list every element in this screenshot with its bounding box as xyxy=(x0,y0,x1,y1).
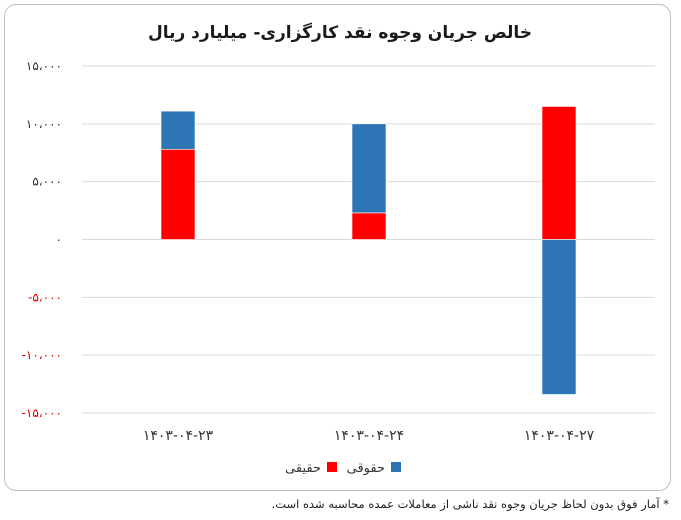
y-tick-label: -۱۵،۰۰۰ xyxy=(22,406,62,420)
bar-segment xyxy=(160,110,196,150)
y-tick-label: ۰ xyxy=(56,233,62,247)
legend-swatch xyxy=(327,462,337,472)
bar-segment xyxy=(541,239,577,395)
chart-title: خالص جریان وجوه نقد کارگزاری- میلیارد ری… xyxy=(148,22,532,43)
bar-segment xyxy=(351,212,387,240)
footnote: * آمار فوق بدون لحاظ جریان وجوه نقد ناشی… xyxy=(271,497,669,511)
y-tick-label: ۱۵،۰۰۰ xyxy=(26,59,62,73)
y-tick-label: -۵،۰۰۰ xyxy=(28,290,62,304)
chart: خالص جریان وجوه نقد کارگزاری- میلیارد ری… xyxy=(22,22,655,476)
x-tick-label: ۱۴۰۳-۰۴-۲۷ xyxy=(524,428,595,444)
bar-segment xyxy=(541,106,577,240)
x-tick-label: ۱۴۰۳-۰۴-۲۳ xyxy=(143,428,214,444)
legend-swatch xyxy=(391,462,401,472)
legend-label: حقوقی xyxy=(347,461,385,476)
y-tick-label: ۱۰،۰۰۰ xyxy=(26,117,62,131)
legend: حقیقی حقوقی xyxy=(285,461,401,476)
y-axis-ticks: ۱۵،۰۰۰ ۱۰،۰۰۰ ۵،۰۰۰ ۰ -۵،۰۰۰ -۱۰،۰۰۰ -۱۵،۰۰۰ xyxy=(22,59,62,420)
y-tick-label: -۱۰،۰۰۰ xyxy=(22,348,62,362)
legend-label: حقیقی xyxy=(285,461,321,476)
bar-segment xyxy=(351,123,387,214)
bar-segment xyxy=(160,148,196,240)
y-tick-label: ۵،۰۰۰ xyxy=(32,175,62,189)
bars xyxy=(160,106,577,395)
x-tick-label: ۱۴۰۳-۰۴-۲۴ xyxy=(334,428,404,444)
x-axis-ticks: ۱۴۰۳-۰۴-۲۳ ۱۴۰۳-۰۴-۲۴ ۱۴۰۳-۰۴-۲۷ xyxy=(143,428,595,444)
